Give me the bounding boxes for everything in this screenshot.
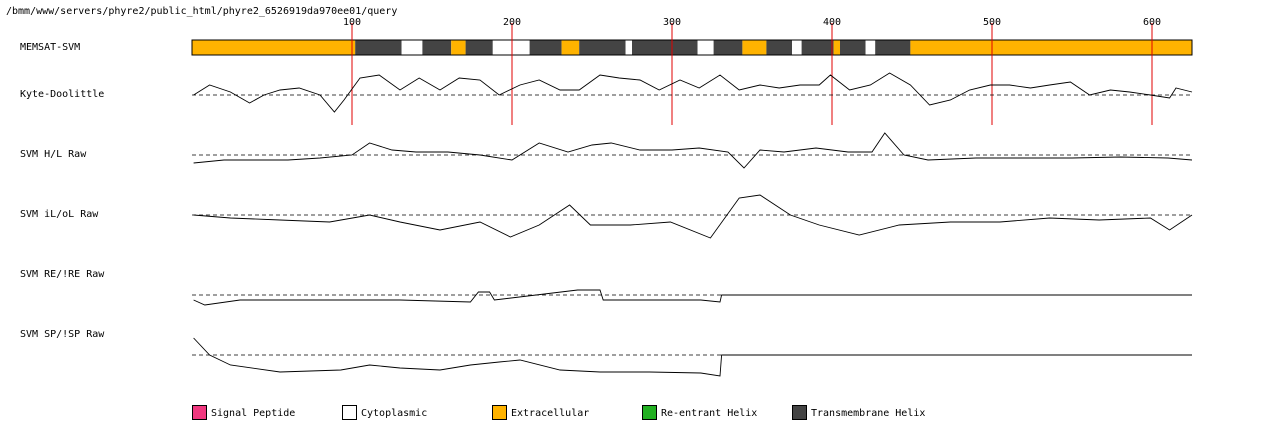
track-label: Kyte-Doolittle <box>20 89 104 100</box>
topology-segment <box>792 40 802 55</box>
profile-line <box>193 289 1192 306</box>
topology-segment <box>865 40 876 55</box>
track-label: SVM H/L Raw <box>20 149 87 160</box>
topology-segment <box>801 40 834 55</box>
topology-segment <box>697 40 714 55</box>
topology-segment <box>355 40 402 55</box>
topology-segment <box>625 40 632 55</box>
topology-segment <box>742 40 767 55</box>
topology-segment <box>833 40 840 55</box>
x-tick-label: 100 <box>343 17 361 28</box>
legend-swatch <box>342 405 357 420</box>
topology-segment <box>910 40 1192 55</box>
topology-segment <box>579 40 626 55</box>
topology-segment <box>875 40 911 55</box>
topology-segment <box>492 40 530 55</box>
topology-segment <box>713 40 743 55</box>
legend-label: Cytoplasmic <box>361 408 427 419</box>
legend-swatch <box>792 405 807 420</box>
topology-segment <box>451 40 466 55</box>
x-tick-label: 200 <box>503 17 521 28</box>
topology-segment <box>529 40 562 55</box>
profile-line <box>193 194 1193 239</box>
x-tick-label: 300 <box>663 17 681 28</box>
legend-swatch <box>492 405 507 420</box>
topology-segment <box>465 40 493 55</box>
legend-swatch <box>642 405 657 420</box>
topology-segment <box>422 40 452 55</box>
x-tick-label: 600 <box>1143 17 1161 28</box>
legend-label: Signal Peptide <box>211 408 295 419</box>
topology-segment <box>401 40 423 55</box>
profile-line <box>193 337 1192 377</box>
legend-label: Re-entrant Helix <box>661 408 757 419</box>
track-label: SVM iL/oL Raw <box>20 209 99 220</box>
topology-segment <box>192 40 356 55</box>
track-label: SVM SP/!SP Raw <box>20 329 105 340</box>
topology-frame <box>191 39 1193 56</box>
profile-line <box>193 72 1193 113</box>
topology-segment <box>766 40 792 55</box>
x-tick-label: 500 <box>983 17 1001 28</box>
x-tick-label: 400 <box>823 17 841 28</box>
topology-segment <box>632 40 698 55</box>
topology-segment <box>561 40 580 55</box>
legend-label: Extracellular <box>511 408 589 419</box>
file-path: /bmm/www/servers/phyre2/public_html/phyr… <box>6 6 397 17</box>
track-label: SVM RE/!RE Raw <box>20 269 105 280</box>
track-label: MEMSAT-SVM <box>20 42 80 53</box>
profile-line <box>193 132 1193 169</box>
topology-segment <box>840 40 866 55</box>
legend-label: Transmembrane Helix <box>811 408 925 419</box>
legend-swatch <box>192 405 207 420</box>
